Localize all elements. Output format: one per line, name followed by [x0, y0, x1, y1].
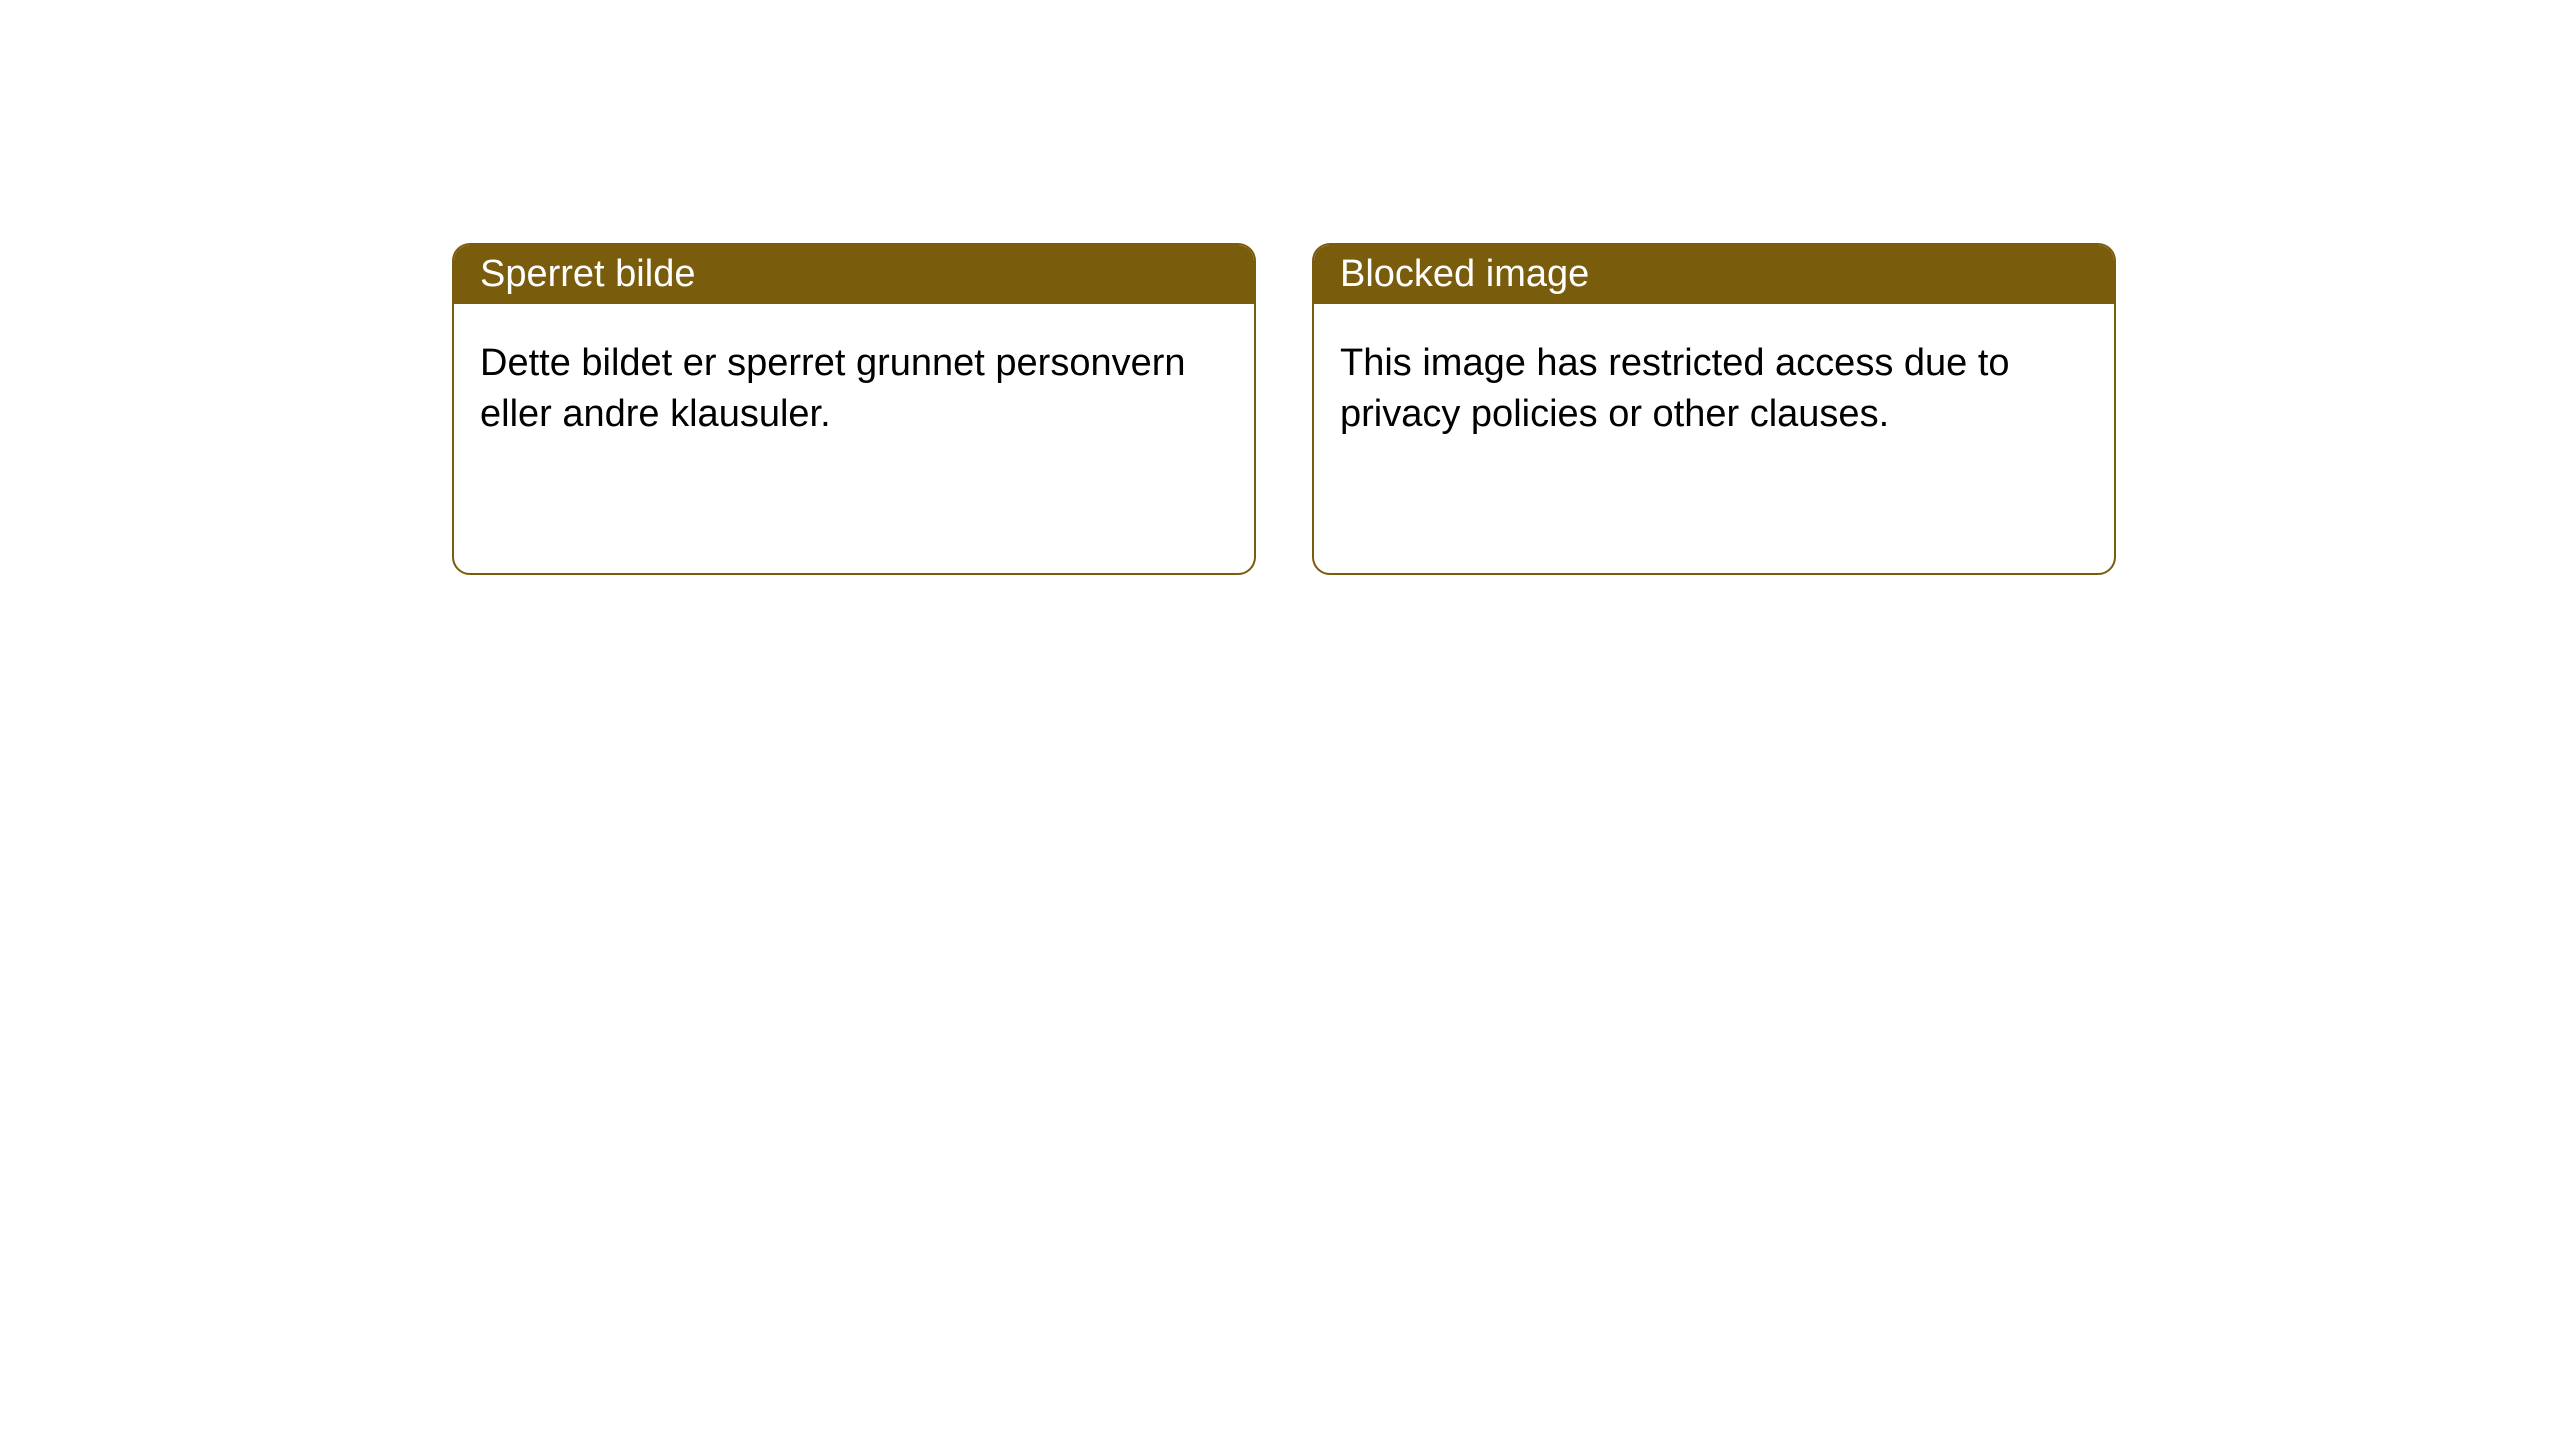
notice-box-norwegian: Sperret bilde Dette bildet er sperret gr…: [452, 243, 1256, 575]
notice-title-norwegian: Sperret bilde: [480, 253, 695, 295]
notice-body-english: This image has restricted access due to …: [1314, 304, 2114, 475]
notice-header-norwegian: Sperret bilde: [454, 245, 1254, 304]
notice-title-english: Blocked image: [1340, 253, 1589, 295]
notices-container: Sperret bilde Dette bildet er sperret gr…: [0, 0, 2560, 575]
notice-body-norwegian: Dette bildet er sperret grunnet personve…: [454, 304, 1254, 475]
notice-text-english: This image has restricted access due to …: [1340, 342, 2010, 435]
notice-text-norwegian: Dette bildet er sperret grunnet personve…: [480, 342, 1186, 435]
notice-box-english: Blocked image This image has restricted …: [1312, 243, 2116, 575]
notice-header-english: Blocked image: [1314, 245, 2114, 304]
